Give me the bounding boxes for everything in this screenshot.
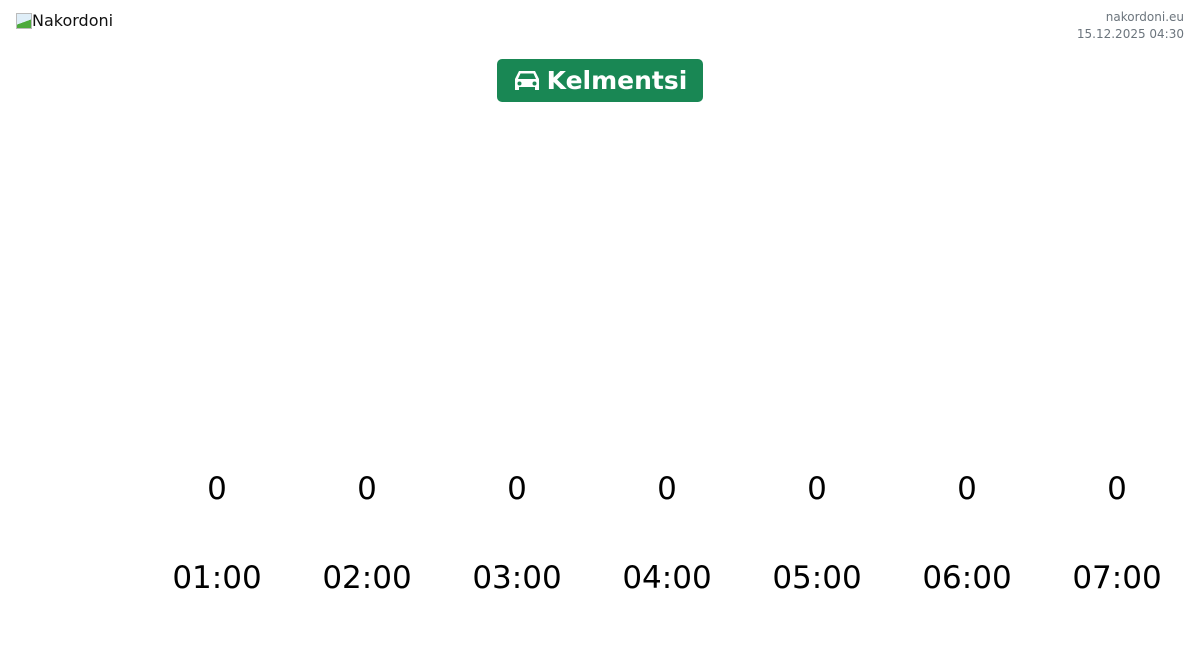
queue-count: 0 — [357, 471, 377, 507]
time-label: 02:00 — [322, 560, 412, 596]
queue-count: 0 — [807, 471, 827, 507]
checkpoint-badge: Kelmentsi — [497, 59, 703, 102]
datetime: 15.12.2025 04:30 — [1076, 27, 1184, 41]
car-icon — [514, 70, 539, 90]
time-label: 03:00 — [472, 560, 562, 596]
queue-count: 0 — [507, 471, 527, 507]
time-label: 01:00 — [172, 560, 262, 596]
queue-count: 0 — [657, 471, 677, 507]
checkpoint-name: Kelmentsi — [546, 66, 688, 95]
time-label: 06:00 — [922, 560, 1012, 596]
site-meta: nakordoni.eu 15.12.2025 04:30 — [1077, 9, 1184, 43]
site-name: nakordoni.eu — [1105, 10, 1184, 24]
queue-count: 0 — [957, 471, 977, 507]
broken-image-icon — [16, 12, 32, 29]
time-label: 04:00 — [622, 560, 712, 596]
queue-count: 0 — [207, 471, 227, 507]
logo-alt-text: Nakordoni — [32, 11, 114, 30]
time-label: 05:00 — [772, 560, 862, 596]
queue-count: 0 — [1107, 471, 1127, 507]
time-label: 07:00 — [1072, 560, 1162, 596]
logo[interactable]: Nakordoni — [16, 11, 113, 30]
